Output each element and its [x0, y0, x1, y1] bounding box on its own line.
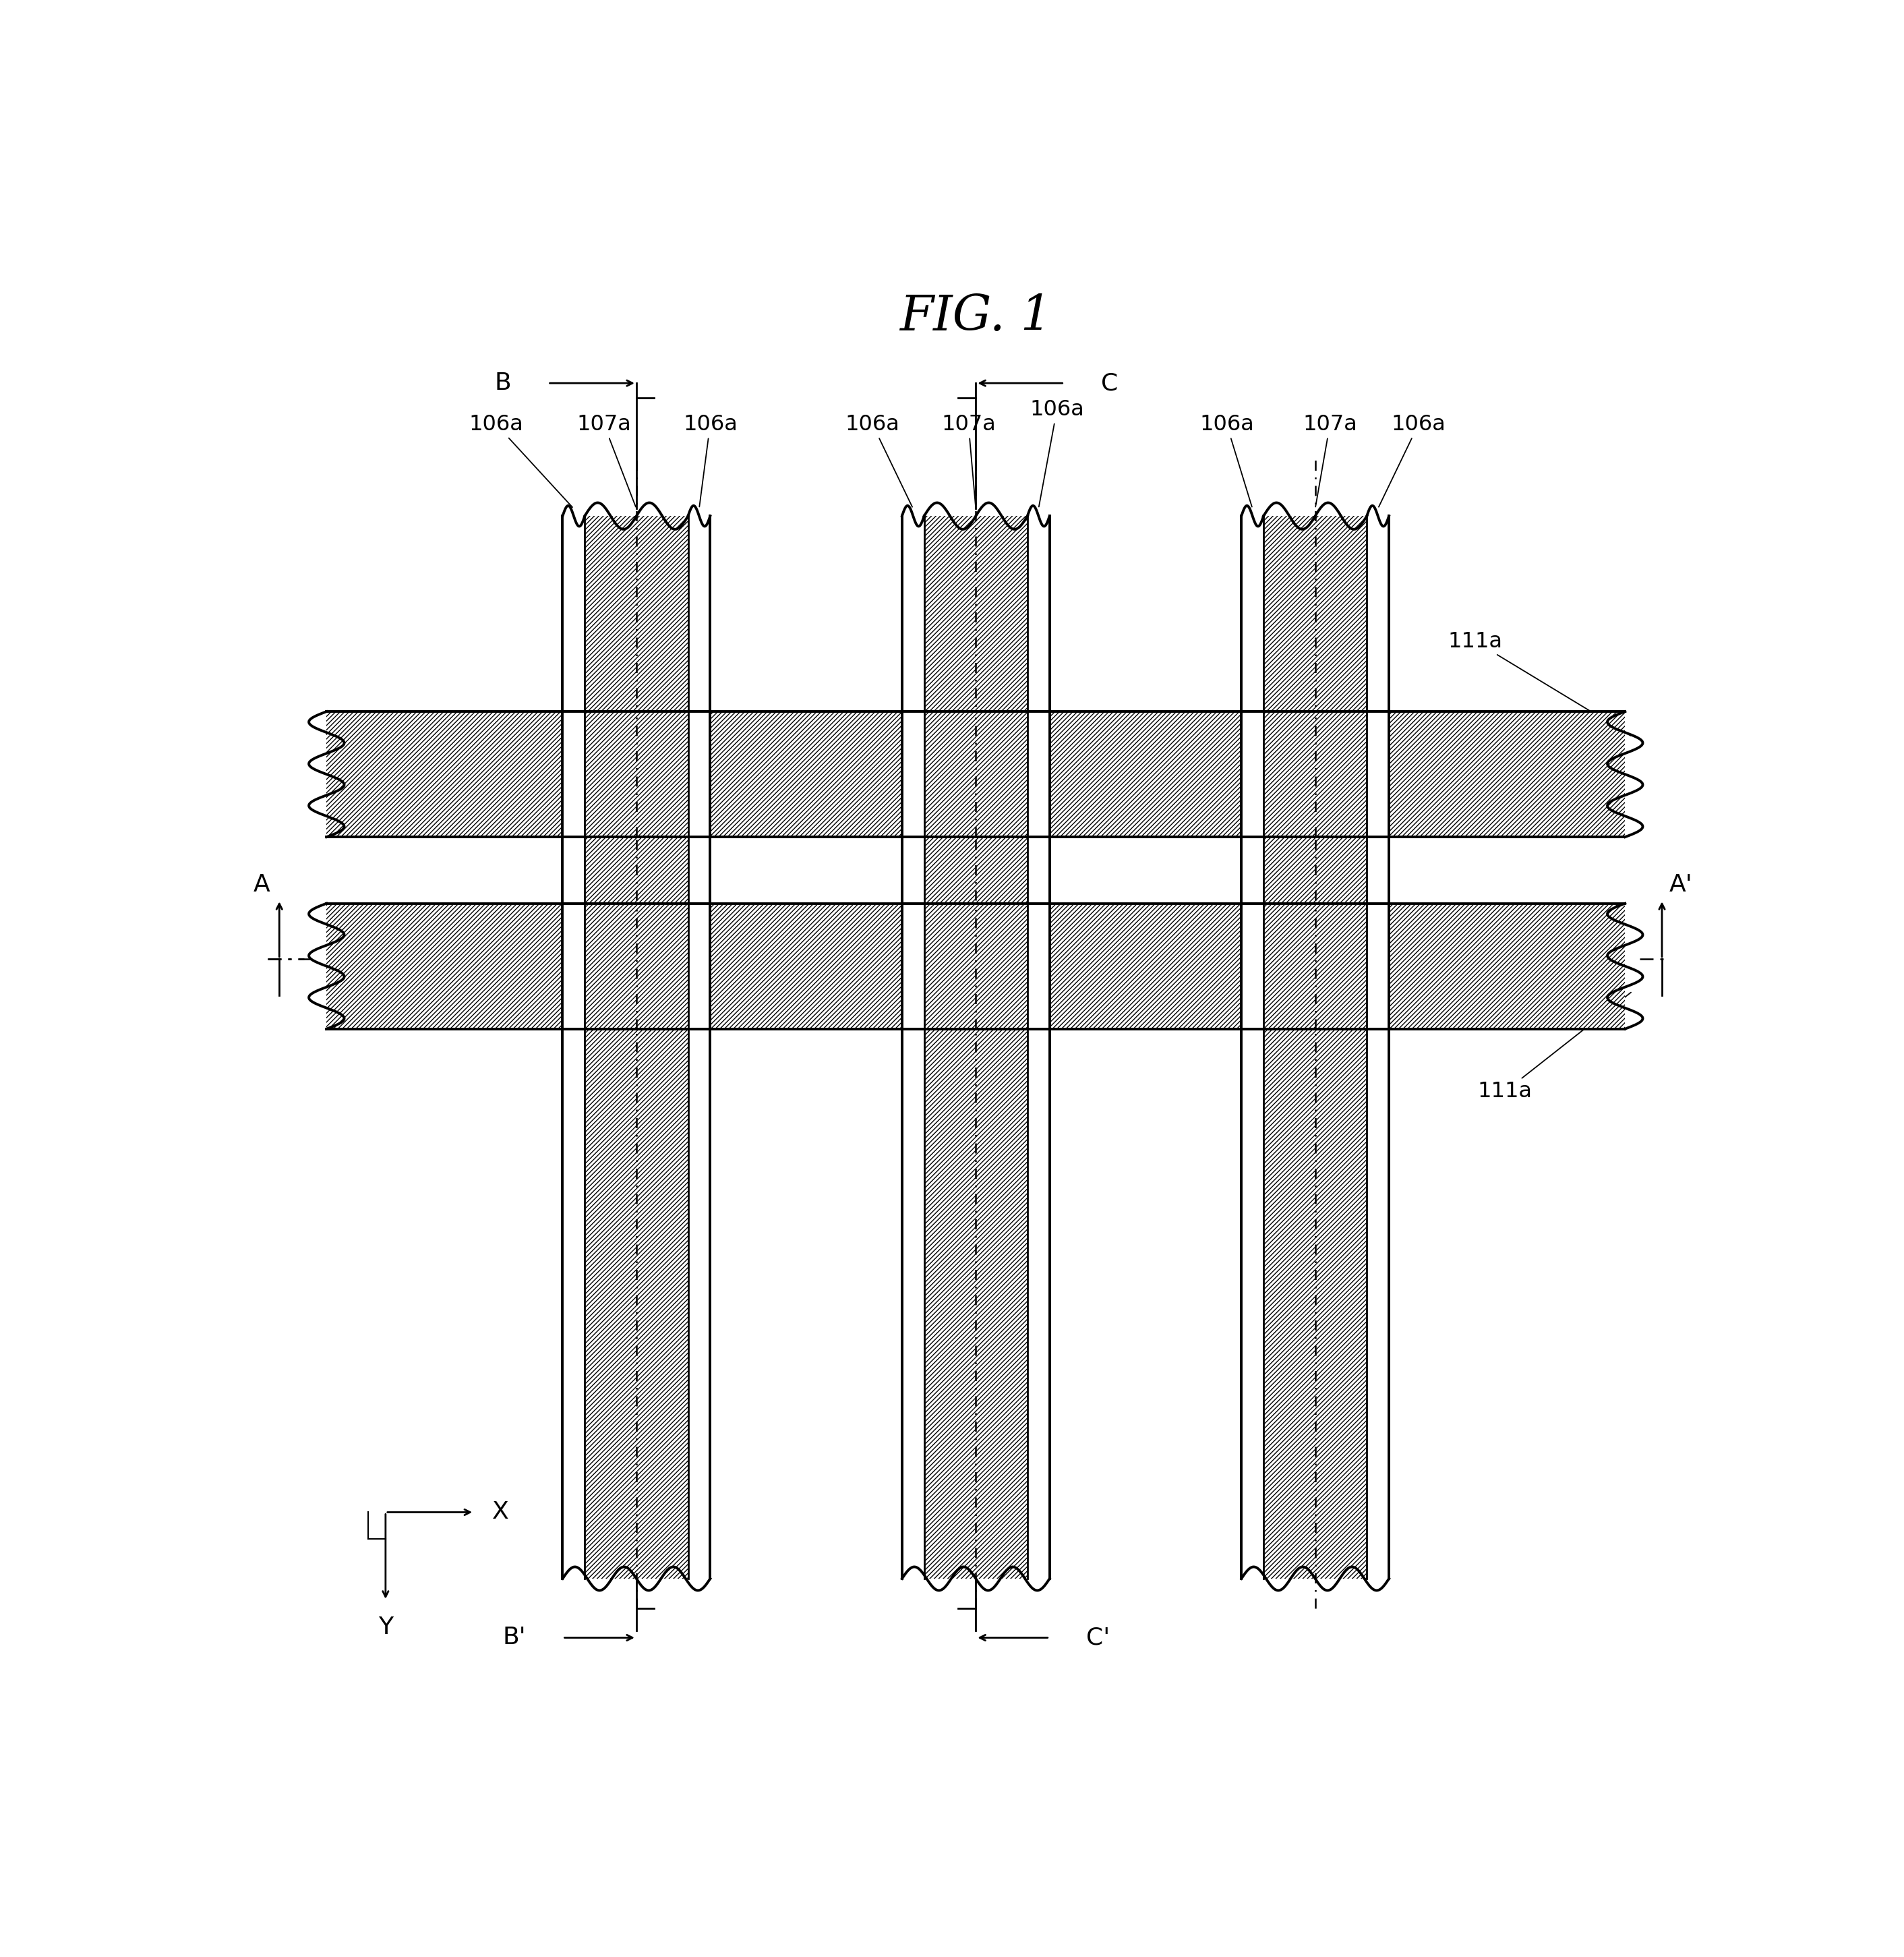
Text: A': A'	[1670, 873, 1693, 896]
Bar	[585, 712, 687, 838]
Text: 106a: 106a	[1200, 415, 1255, 507]
Bar	[585, 517, 687, 1579]
Bar	[564, 517, 585, 1579]
Bar	[564, 712, 585, 838]
Bar	[923, 517, 1028, 1579]
Text: 111a: 111a	[1478, 992, 1632, 1102]
Bar	[327, 904, 1624, 1029]
Text: 106a: 106a	[684, 415, 737, 507]
Bar	[1264, 517, 1367, 1579]
Bar	[923, 517, 1028, 1579]
Bar	[923, 904, 1028, 1029]
Bar	[687, 517, 710, 1579]
Bar	[585, 904, 687, 1029]
Text: 107a: 107a	[1302, 415, 1358, 507]
Bar	[327, 712, 1624, 838]
Bar	[1367, 904, 1390, 1029]
Text: X: X	[493, 1501, 508, 1525]
Bar	[585, 517, 687, 1579]
Bar	[1028, 904, 1049, 1029]
Bar	[923, 712, 1028, 838]
Bar	[1264, 712, 1367, 838]
Text: Y: Y	[379, 1616, 392, 1638]
Text: 107a: 107a	[941, 415, 996, 507]
Bar	[1264, 904, 1367, 1029]
Bar	[585, 904, 687, 1029]
Text: 106a: 106a	[845, 415, 912, 507]
Bar	[902, 712, 923, 838]
Bar	[902, 904, 923, 1029]
Text: 106a: 106a	[1378, 415, 1445, 507]
Text: A: A	[253, 873, 270, 896]
Bar	[923, 712, 1028, 838]
Bar	[1028, 517, 1049, 1579]
Bar	[1264, 517, 1367, 1579]
Text: 107a: 107a	[577, 415, 636, 507]
Bar	[327, 904, 1624, 1029]
Bar	[1241, 517, 1264, 1579]
Text: C: C	[1101, 372, 1118, 395]
Bar	[687, 712, 710, 838]
Text: C': C'	[1087, 1626, 1110, 1650]
Bar	[1241, 904, 1264, 1029]
Bar	[687, 904, 710, 1029]
Text: 111a: 111a	[1449, 630, 1632, 736]
Bar	[585, 712, 687, 838]
Bar	[1367, 712, 1390, 838]
Text: B': B'	[503, 1626, 526, 1650]
Bar	[923, 904, 1028, 1029]
Bar	[902, 517, 923, 1579]
Text: FIG. 1: FIG. 1	[901, 294, 1051, 341]
Bar	[564, 904, 585, 1029]
Bar	[327, 712, 1624, 838]
Bar	[1264, 904, 1367, 1029]
Bar	[1028, 712, 1049, 838]
Text: B: B	[495, 372, 510, 395]
Bar	[1241, 712, 1264, 838]
Bar	[1264, 712, 1367, 838]
Bar	[1367, 517, 1390, 1579]
Text: 106a: 106a	[468, 415, 573, 507]
Text: 106a: 106a	[1030, 399, 1083, 507]
